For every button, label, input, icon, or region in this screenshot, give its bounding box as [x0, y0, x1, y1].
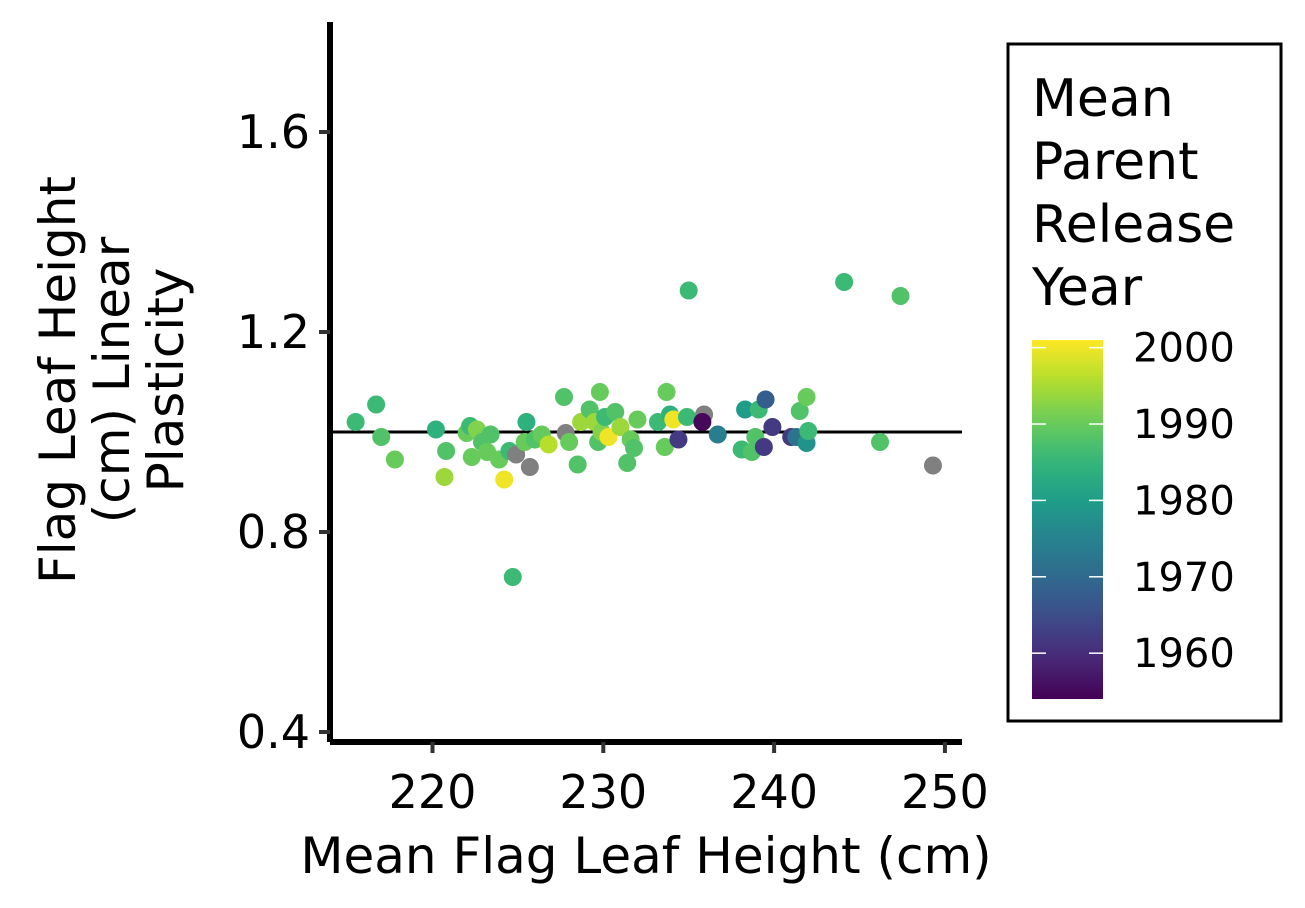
data-point	[756, 390, 775, 409]
data-point	[628, 410, 647, 429]
data-point	[677, 408, 696, 426]
x-axis: 220 230 240 250	[330, 739, 989, 819]
data-point	[599, 428, 618, 446]
data-point	[481, 425, 500, 444]
data-point	[555, 388, 574, 406]
data-point	[708, 425, 727, 444]
y-tick-label: 0.8	[237, 505, 310, 559]
data-point	[503, 568, 522, 586]
data-point	[669, 430, 688, 449]
y-axis: 0.4 0.8 1.2 1.6	[237, 22, 333, 759]
legend-label: 1990	[1133, 402, 1235, 448]
data-point	[590, 383, 609, 401]
legend-title-line: Year	[1031, 258, 1143, 318]
data-point	[426, 420, 445, 439]
y-tick-label: 1.6	[237, 105, 310, 159]
x-tick-label: 220	[389, 765, 477, 819]
data-point	[679, 281, 698, 300]
x-axis-title: Mean Flag Leaf Height (cm)	[300, 827, 991, 885]
data-point	[763, 418, 782, 436]
legend-label: 2000	[1133, 326, 1235, 372]
legend-title-line: Release	[1032, 195, 1235, 255]
data-point	[560, 433, 579, 451]
data-point	[754, 438, 773, 456]
y-axis-title-line: Plasticity	[137, 268, 195, 493]
y-axis-title-line: Flag Leaf Height	[29, 176, 87, 584]
y-axis-title-line: (cm) Linear	[83, 236, 141, 523]
data-point	[657, 383, 676, 401]
legend-label: 1980	[1133, 478, 1235, 524]
data-point	[790, 402, 809, 420]
data-point	[539, 435, 558, 454]
legend-title-line: Mean	[1032, 69, 1174, 129]
data-point	[611, 418, 630, 436]
data-points	[346, 273, 942, 586]
color-bar	[1032, 340, 1103, 699]
data-point	[437, 442, 456, 460]
y-axis-title-text: Flag Leaf Height(cm) LinearPlasticity	[29, 176, 195, 584]
legend-label: 1970	[1133, 555, 1235, 601]
data-point	[517, 413, 536, 431]
data-point	[871, 433, 890, 451]
data-point	[435, 468, 454, 486]
data-point	[618, 454, 637, 472]
data-point	[346, 413, 365, 431]
data-point	[891, 287, 910, 305]
data-point	[736, 400, 755, 419]
legend-label: 1960	[1133, 631, 1235, 677]
data-point	[367, 395, 386, 414]
x-tick-label: 240	[730, 765, 818, 819]
data-point	[462, 448, 481, 466]
data-point	[799, 422, 818, 440]
data-point	[655, 438, 674, 456]
data-point	[606, 403, 625, 421]
data-point	[495, 470, 514, 489]
x-tick-label: 250	[901, 765, 989, 819]
legend-title-line: Parent	[1032, 132, 1198, 192]
data-point	[693, 413, 712, 431]
x-tick-label: 230	[559, 765, 647, 819]
data-point	[568, 455, 587, 474]
data-point	[923, 456, 942, 475]
data-point	[625, 439, 644, 457]
data-point	[520, 458, 539, 476]
data-point	[372, 428, 391, 446]
y-tick-label: 0.4	[237, 705, 310, 759]
data-point	[664, 410, 683, 429]
y-tick-label: 1.2	[237, 305, 310, 359]
data-point	[385, 450, 404, 469]
data-point	[797, 388, 816, 406]
data-point	[835, 273, 854, 291]
y-axis-title: Flag Leaf Height(cm) LinearPlasticity	[29, 176, 195, 584]
